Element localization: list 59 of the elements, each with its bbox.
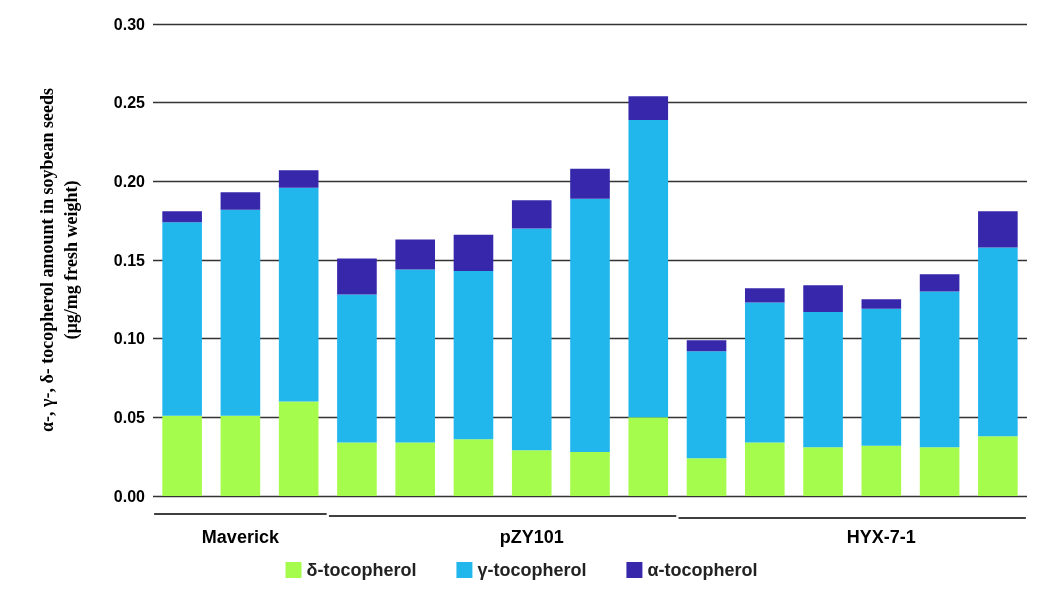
bar (511, 450, 552, 496)
bar (337, 258, 377, 295)
bar (978, 247, 1018, 437)
legend-label: γ-tocopherol (477, 560, 587, 580)
bar (162, 222, 202, 416)
bar (861, 445, 902, 496)
bar (919, 447, 960, 496)
y-tick-label: 0.05 (113, 408, 146, 426)
bar (453, 439, 494, 496)
bar (278, 187, 319, 402)
bar (511, 228, 552, 451)
bar (511, 200, 552, 229)
y-tick-label: 0.20 (113, 172, 146, 190)
bar (628, 119, 669, 418)
bar (395, 269, 436, 443)
bar (395, 239, 436, 270)
bar (220, 209, 261, 416)
y-axis-title: α-, γ-, δ- tocopherol amount in soybean seeds (µg/mg fresh weight) (37, 88, 82, 432)
bar (803, 285, 843, 312)
bar (162, 415, 202, 496)
bar (453, 271, 494, 440)
x-tick-label: HYX-7-1 (846, 527, 916, 547)
bar (686, 458, 727, 496)
bar (278, 401, 319, 496)
bar (220, 192, 261, 210)
bar (686, 340, 727, 352)
y-tick-label: 0.10 (113, 330, 146, 348)
bar (337, 442, 377, 496)
bar (861, 299, 902, 309)
y-tick-label: 0.30 (113, 15, 146, 33)
y-tick-label: 0.25 (113, 94, 146, 112)
bar (861, 308, 902, 446)
y-tick-label: 0.15 (113, 251, 146, 269)
bar (803, 311, 843, 448)
bar (453, 234, 494, 272)
bar (978, 436, 1018, 496)
bar (220, 415, 261, 496)
bar (628, 417, 669, 496)
bar (919, 274, 960, 292)
bar (744, 288, 785, 303)
bar (337, 294, 377, 443)
x-tick-label: Maverick (201, 527, 280, 547)
bar (570, 451, 610, 496)
bar (978, 211, 1018, 248)
x-tick-label: pZY101 (499, 527, 564, 547)
bar (162, 211, 202, 223)
bar (278, 170, 319, 188)
bar (570, 198, 610, 452)
bar (744, 442, 785, 496)
bar (570, 168, 610, 199)
bar (919, 291, 960, 448)
bar (744, 302, 785, 443)
bar (686, 351, 727, 459)
bar (803, 447, 843, 496)
y-tick-label: 0.00 (113, 487, 146, 505)
bar (395, 442, 436, 496)
legend-label: δ-tocopherol (306, 560, 417, 580)
bar (628, 96, 669, 120)
legend-label: α-tocopherol (647, 560, 758, 580)
